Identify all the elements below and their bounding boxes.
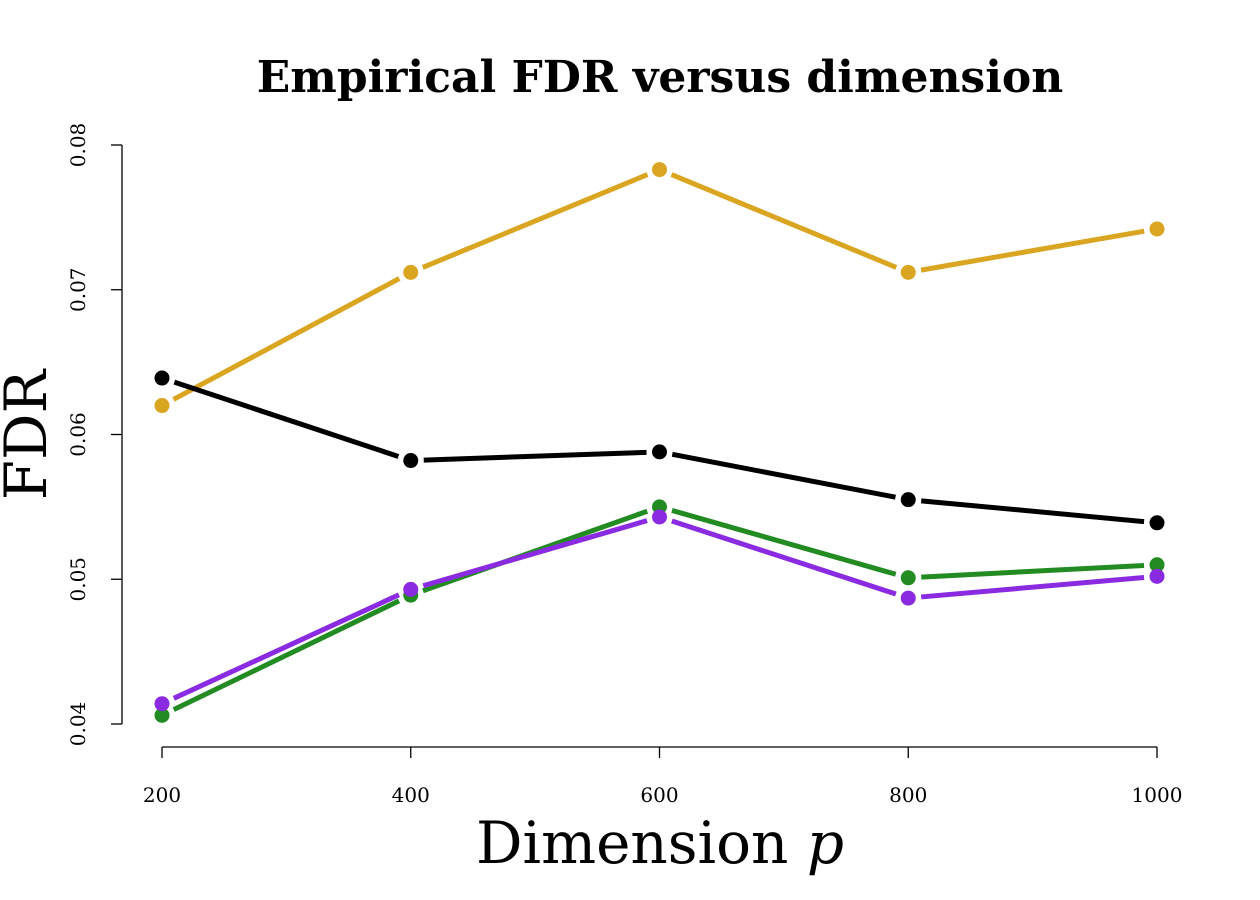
series-2-point [154, 370, 170, 386]
series-1-segment [421, 172, 649, 270]
x-tick-label: 200 [143, 783, 181, 807]
series-2-segment [920, 498, 1145, 525]
series-2-segment [173, 379, 400, 459]
series-4-point [900, 590, 916, 606]
series-4-point [652, 509, 667, 525]
series-2 [154, 370, 1165, 531]
series-4 [154, 509, 1165, 712]
axes: 200 400 600 800 1000 0.04 0.05 0.06 0.07 0.08 [66, 123, 1182, 807]
y-tick-label: 0.07 [66, 267, 90, 312]
x-tick-label: 400 [392, 783, 430, 807]
series-3-point [154, 707, 170, 723]
series-3-point [900, 570, 916, 586]
chart-title: Empirical FDR versus dimension [257, 52, 1064, 103]
x-tick-label: 800 [889, 783, 927, 807]
series-1 [154, 162, 1165, 414]
series-1-point [403, 264, 419, 280]
series-1-segment [920, 228, 1145, 273]
series-3 [154, 499, 1165, 723]
series-3-segment [671, 508, 897, 577]
series-4-segment [671, 518, 897, 597]
series-2-point [900, 492, 916, 508]
series-1-segment [670, 172, 898, 270]
series-2-point [652, 444, 667, 460]
series-3-segment [172, 598, 401, 712]
x-axis-title: Dimension p [476, 809, 844, 877]
series-1-segment [172, 276, 401, 402]
series-1-point [652, 162, 667, 178]
series-2-point [403, 453, 419, 469]
series-4-segment [172, 592, 400, 701]
series-4-segment [920, 574, 1145, 600]
y-tick-label: 0.05 [66, 557, 90, 602]
x-axis-title-variable: p [807, 809, 844, 877]
x-axis-title-text: Dimension [476, 809, 788, 877]
y-tick-label: 0.06 [66, 412, 90, 457]
series-3-point [1149, 557, 1165, 573]
series-1-point [154, 398, 170, 414]
series-1-point [1149, 221, 1165, 237]
series-1-point [900, 264, 916, 280]
series-2-point [1149, 515, 1165, 531]
series-4-point [154, 696, 170, 712]
series-2-segment [671, 451, 896, 500]
series-4-segment [422, 518, 648, 589]
series-4-point [1149, 568, 1165, 584]
x-tick-label: 1000 [1132, 783, 1183, 807]
y-tick-label: 0.08 [66, 123, 90, 168]
series-3-segment [921, 562, 1145, 580]
y-tick-label: 0.04 [66, 702, 90, 747]
y-axis-title: FDR [0, 367, 60, 500]
x-tick-label: 600 [640, 783, 678, 807]
series-2-segment [423, 449, 647, 463]
series-4-point [403, 581, 419, 597]
series-group [154, 162, 1165, 723]
